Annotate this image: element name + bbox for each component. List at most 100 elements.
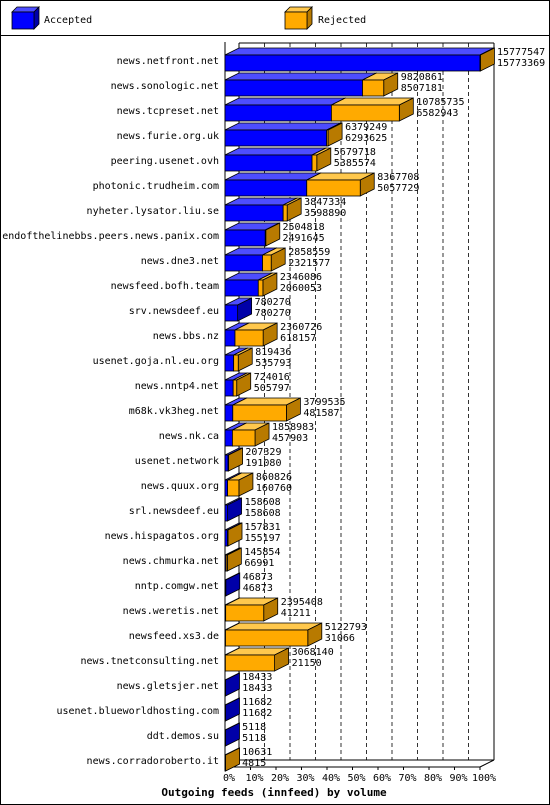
bar-rejected <box>232 397 301 422</box>
bar-accepted <box>224 122 342 147</box>
category-label: usenet.blueworldhosting.com <box>56 706 219 717</box>
value-label-accepted: 21150 <box>292 658 322 669</box>
bar-rejected-front <box>227 529 229 547</box>
value-label-accepted: 5385574 <box>334 158 376 169</box>
value-label-accepted: 66991 <box>244 558 274 569</box>
bar-accepted-front <box>224 279 259 297</box>
legend-swatch-accepted <box>11 6 40 30</box>
value-label-total: 46873 <box>243 572 273 583</box>
bar-accepted <box>224 147 327 172</box>
value-label-accepted: 41211 <box>281 608 311 619</box>
category-label: news.corradoroberto.it <box>87 756 219 767</box>
value-label-accepted: 2060053 <box>280 283 322 294</box>
bar-accepted-front <box>224 454 229 472</box>
bar-rejected-front <box>479 54 481 72</box>
bar-rejected-front <box>233 354 239 372</box>
bar-accepted-top <box>224 122 341 131</box>
category-label: news.hispagatos.org <box>105 531 219 542</box>
value-label-total: 2858559 <box>288 247 330 258</box>
category-label: srv.newsdeef.eu <box>129 306 219 317</box>
bar-accepted <box>224 72 377 97</box>
value-label-accepted: 481587 <box>303 408 339 419</box>
x-tick-label: 10% <box>245 773 263 784</box>
bar-accepted <box>224 572 241 597</box>
bar-rejected <box>227 472 254 497</box>
value-label-total: 5679718 <box>334 147 376 158</box>
category-label: news.gletsjer.net <box>117 681 219 692</box>
bar-accepted <box>224 47 495 72</box>
value-label-total: 5118 <box>242 722 266 733</box>
bar-rejected <box>233 347 253 372</box>
value-label-total: 1858983 <box>272 422 314 433</box>
bar-accepted-front <box>224 354 235 372</box>
category-label: news.nntp4.net <box>135 381 219 392</box>
category-label: news.quux.org <box>141 481 219 492</box>
x-tick-label: 70% <box>398 773 416 784</box>
bar-rejected-front <box>224 754 226 772</box>
bar-rejected <box>311 147 332 172</box>
bar-accepted-front <box>224 704 226 722</box>
x-tick-label: 0% <box>223 773 235 784</box>
value-label-accepted: 457903 <box>272 433 308 444</box>
bar-rejected <box>225 622 323 647</box>
bar-accepted-front <box>224 254 263 272</box>
value-label-total: 9820861 <box>401 72 443 83</box>
value-label-total: 819436 <box>255 347 291 358</box>
bar-accepted <box>224 672 240 697</box>
bar-accepted-front <box>224 179 308 197</box>
category-label: photonic.trudheim.com <box>93 181 219 192</box>
category-label: news.tcpreset.net <box>117 106 219 117</box>
value-label-accepted: 618157 <box>280 333 316 344</box>
legend-swatch-rejected <box>284 6 313 30</box>
value-label-total: 724016 <box>254 372 290 383</box>
value-label-total: 11682 <box>242 697 272 708</box>
value-label-total: 145854 <box>244 547 280 558</box>
bar-accepted-front <box>224 229 266 247</box>
value-label-accepted: 11682 <box>242 708 272 719</box>
bar-accepted <box>224 97 346 122</box>
bar-rejected <box>257 272 278 297</box>
category-label: news.chmurka.net <box>123 556 219 567</box>
bar-rejected-front <box>232 404 287 422</box>
floor-right-edge <box>479 759 495 768</box>
bar-rejected <box>306 172 375 197</box>
category-label: usenet.goja.nl.eu.org <box>93 356 219 367</box>
x-tick-label: 20% <box>271 773 289 784</box>
legend-label-accepted: Accepted <box>44 15 92 26</box>
value-label-accepted: 6293625 <box>345 133 387 144</box>
bar-rejected-front <box>225 629 309 647</box>
value-label-accepted: 155197 <box>245 533 281 544</box>
bar-rejected-front <box>232 379 238 397</box>
bar-rejected-front <box>224 654 275 672</box>
category-label: nyheter.lysator.liu.se <box>87 206 219 217</box>
bar-rejected-front <box>257 279 264 297</box>
bar-accepted-front <box>224 329 236 347</box>
bar-rejected-front <box>311 154 318 172</box>
value-label-total: 207329 <box>245 447 281 458</box>
value-label-total: 6379249 <box>345 122 387 133</box>
value-label-total: 3068140 <box>292 647 334 658</box>
bar-accepted-front <box>224 729 226 747</box>
category-label: peering.usenet.ovh <box>111 156 219 167</box>
value-label-total: 2346086 <box>280 272 322 283</box>
bar-accepted-top <box>224 147 327 156</box>
category-label: news.furie.org.uk <box>117 131 219 142</box>
bar-accepted <box>224 297 253 322</box>
bar-rejected <box>232 422 270 447</box>
value-label-accepted: 505797 <box>254 383 290 394</box>
bar-rejected-front <box>234 329 264 347</box>
value-label-accepted: 8507181 <box>401 83 443 94</box>
value-label-total: 18433 <box>242 672 272 683</box>
category-label: newsfeed.bofh.team <box>111 281 219 292</box>
value-label-total: 10631 <box>242 747 272 758</box>
bar-rejected <box>225 547 242 572</box>
bar-accepted-front <box>224 204 284 222</box>
value-label-total: 5122793 <box>325 622 367 633</box>
value-label-total: 2504818 <box>282 222 324 233</box>
bar-accepted-top <box>224 47 495 56</box>
value-label-accepted: 2321577 <box>288 258 330 269</box>
value-label-accepted: 191080 <box>245 458 281 469</box>
category-label: usenet.network <box>135 456 219 467</box>
bar-accepted-front <box>224 429 233 447</box>
